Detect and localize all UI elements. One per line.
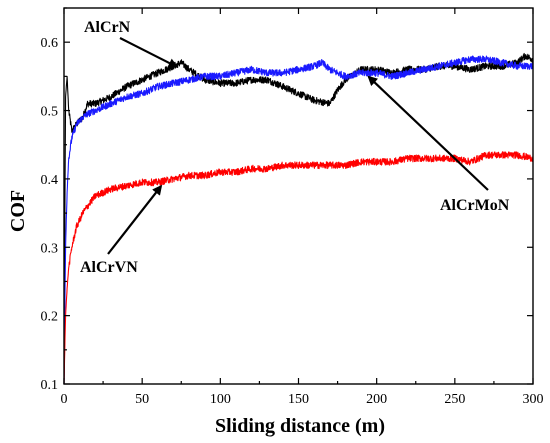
y-tick-label: 0.6	[41, 36, 59, 51]
x-tick-label: 150	[288, 392, 309, 407]
series-line-alcrmon	[63, 55, 534, 385]
y-tick-label: 0.5	[41, 105, 59, 120]
series-line-alcrn	[63, 52, 534, 385]
x-tick-label: 50	[135, 392, 149, 407]
x-axis-label: Sliding distance (m)	[215, 415, 385, 437]
annotation-arrow-alcrvn	[107, 184, 163, 255]
plot-frame	[63, 7, 534, 385]
y-tick-label: 0.4	[41, 173, 59, 188]
x-tick-label: 200	[366, 392, 387, 407]
annotation-label-alcrvn: AlCrVN	[80, 259, 138, 276]
x-tick-label: 0	[61, 392, 68, 407]
y-tick-label: 0.1	[41, 378, 59, 393]
series-line-alcrvn	[63, 151, 534, 385]
y-axis-label: COF	[7, 190, 29, 232]
annotation-label-alcrn: AlCrN	[84, 19, 131, 36]
y-tick-label: 0.3	[41, 241, 59, 256]
series-group	[63, 52, 534, 385]
axes-group: 0 50 100 150 200 250 300 0.1 0.2 0.3 0.4 0.5 0.6	[41, 7, 544, 407]
x-tick-label: 100	[210, 392, 231, 407]
annotation-arrow-alcrn	[119, 37, 179, 68]
x-tick-label: 300	[523, 392, 544, 407]
y-tick-label: 0.2	[41, 310, 59, 325]
x-tick-label: 250	[444, 392, 465, 407]
annotation-group: AlCrN AlCrMoN AlCrVN	[80, 19, 510, 276]
annotation-label-alcrmon: AlCrMoN	[440, 197, 510, 214]
annotation-arrow-alcrmon	[367, 75, 489, 191]
